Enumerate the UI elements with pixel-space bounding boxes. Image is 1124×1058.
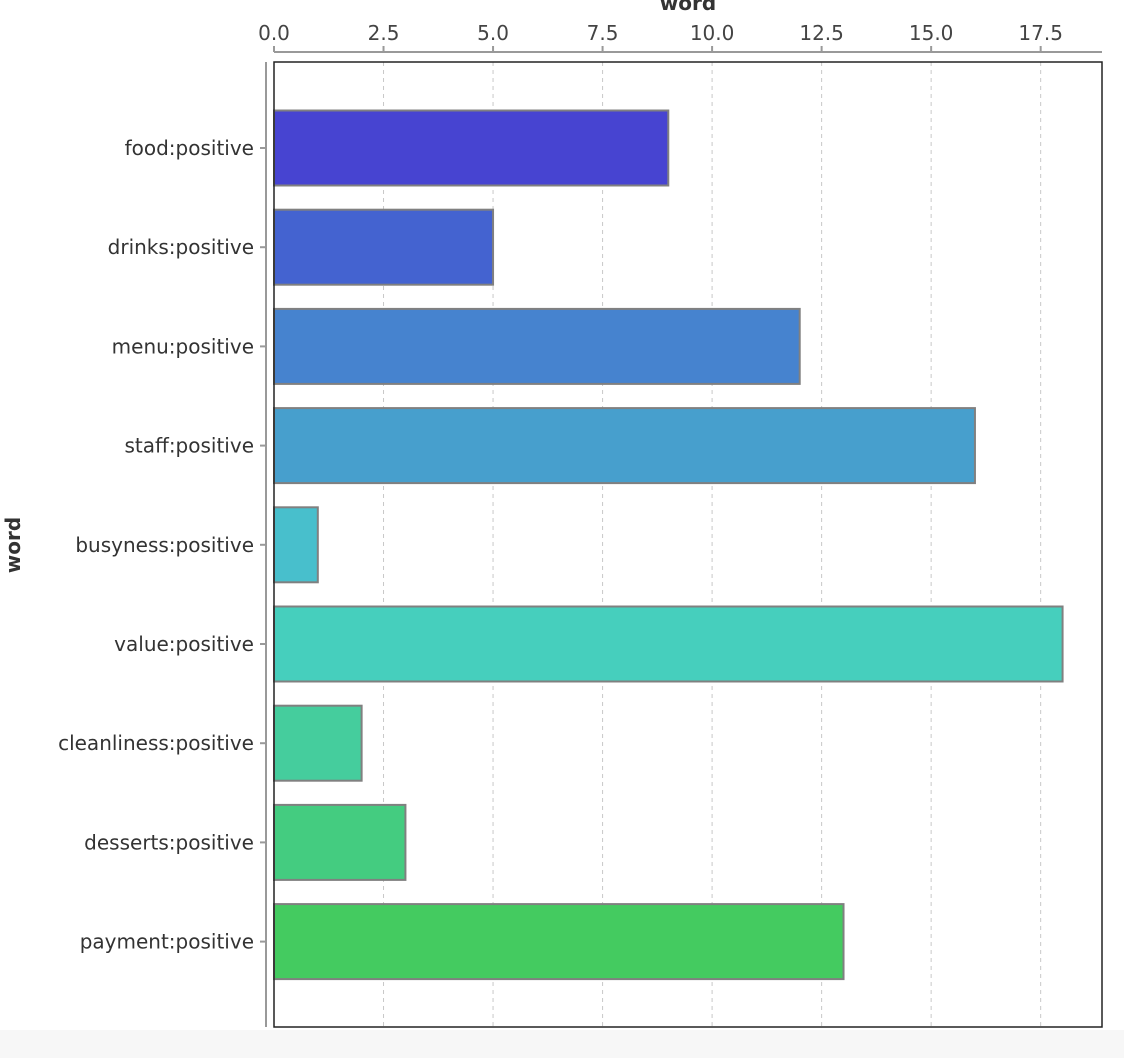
- plot-border: [273, 61, 1103, 1028]
- bar-menu: [273, 307, 801, 385]
- x-axis: 0.0 2.5 5.0 7.5 10.0 12.5 15.0 17.5: [258, 21, 1102, 53]
- x-tick-label: 12.5: [799, 21, 844, 45]
- y-axis-title: word: [1, 517, 25, 573]
- bar-cleanliness: [273, 704, 363, 782]
- x-tick-label: 7.5: [587, 21, 619, 45]
- y-tick-label: staff:positive: [125, 434, 254, 458]
- bar-staff: [273, 407, 976, 485]
- x-tick-label: 17.5: [1018, 21, 1063, 45]
- x-tick-label: 5.0: [477, 21, 509, 45]
- x-tick-label: 2.5: [368, 21, 400, 45]
- grid-lines: [383, 62, 1042, 1027]
- plot-frame: [273, 61, 1103, 1028]
- y-tick-label: busyness:positive: [75, 533, 254, 557]
- bar-busyness: [273, 506, 319, 584]
- bar-drinks: [273, 208, 495, 286]
- y-tick-label: desserts:positive: [84, 830, 254, 854]
- chart-container: 0.0 2.5 5.0 7.5 10.0 12.5 15.0 17.5 food:positi…: [1, 0, 1103, 1028]
- bar-desserts: [273, 803, 407, 881]
- x-tick-label: 0.0: [258, 21, 290, 45]
- y-tick-label: drinks:positive: [108, 235, 254, 259]
- bar-payment: [273, 903, 845, 981]
- bars: [273, 109, 1064, 981]
- bar-value: [273, 605, 1064, 683]
- y-tick-label: menu:positive: [112, 334, 254, 358]
- bar-food: [273, 109, 670, 187]
- y-axis: food:positive drinks:positive menu:positiv…: [58, 62, 267, 1027]
- bar-chart: 0.0 2.5 5.0 7.5 10.0 12.5 15.0 17.5 food:positi…: [1, 0, 1103, 1028]
- x-tick-label: 15.0: [909, 21, 954, 45]
- y-tick-label: cleanliness:positive: [58, 731, 254, 755]
- y-tick-label: food:positive: [125, 136, 254, 160]
- x-axis-title: word: [660, 0, 716, 15]
- y-tick-label: value:positive: [114, 632, 254, 656]
- y-tick-label: payment:positive: [80, 930, 254, 954]
- x-tick-label: 10.0: [690, 21, 735, 45]
